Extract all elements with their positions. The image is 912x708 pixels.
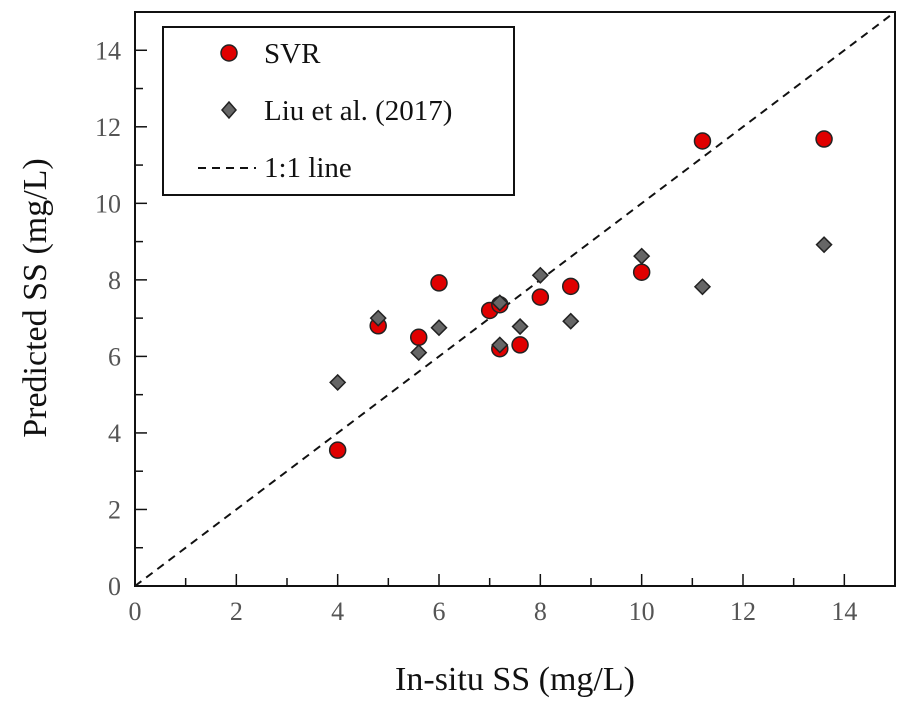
x-tick-label: 0: [129, 597, 142, 626]
x-tick-label: 6: [433, 597, 446, 626]
liu-point: [531, 266, 549, 284]
svr-point: [632, 263, 651, 281]
y-tick-label: 4: [108, 419, 121, 448]
y-tick-label: 6: [108, 342, 121, 371]
legend: SVR Liu et al. (2017) 1:1 line: [162, 26, 515, 196]
x-tick-label: 4: [331, 597, 344, 626]
x-tick-label: 12: [730, 597, 756, 626]
legend-label-svr: SVR: [264, 38, 321, 70]
y-tick-label: 8: [108, 266, 121, 295]
liu-point: [633, 247, 651, 265]
data-points: [328, 130, 833, 459]
y-tick-label: 0: [108, 572, 121, 601]
svr-point: [815, 130, 833, 148]
y-tick-label: 10: [95, 189, 121, 218]
x-tick-label: 8: [534, 597, 547, 626]
liu-point: [815, 236, 833, 254]
liu-point: [562, 312, 580, 330]
legend-label-liu: Liu et al. (2017): [264, 95, 452, 127]
one-to-one-line: [134, 11, 896, 587]
plot-frame: [134, 11, 896, 587]
svr-point: [328, 441, 347, 459]
liu-point: [693, 278, 712, 296]
liu-point: [511, 317, 529, 336]
liu-point: [491, 336, 509, 354]
legend-marker-liu: [221, 100, 237, 120]
x-tick-label: 2: [230, 597, 243, 626]
x-tick-label: 14: [831, 597, 857, 626]
legend-marker-svr: [220, 44, 238, 62]
liu-point: [369, 309, 387, 327]
svr-point: [409, 328, 428, 347]
y-tick-label: 12: [95, 113, 121, 142]
x-tick-label: 10: [629, 597, 655, 626]
svr-point: [561, 277, 580, 296]
svr-point: [693, 132, 712, 150]
y-tick-label: 2: [108, 495, 121, 524]
liu-point: [410, 344, 428, 362]
svr-point: [531, 288, 550, 306]
axis-ticks: [135, 49, 846, 586]
y-tick-labels: 0 2 4 6 8 10 12 14: [95, 36, 121, 601]
liu-point: [491, 294, 509, 312]
svr-point: [511, 336, 529, 354]
y-tick-label: 14: [95, 36, 121, 65]
svr-point: [430, 274, 448, 292]
liu-point: [329, 373, 347, 391]
y-axis-label: Predicted SS (mg/L): [17, 158, 54, 438]
x-tick-labels: 0 2 4 6 8 10 12 14: [129, 597, 858, 626]
legend-label-reference: 1:1 line: [264, 152, 352, 184]
liu-point: [430, 319, 448, 337]
x-axis-label: In-situ SS (mg/L): [395, 661, 635, 698]
